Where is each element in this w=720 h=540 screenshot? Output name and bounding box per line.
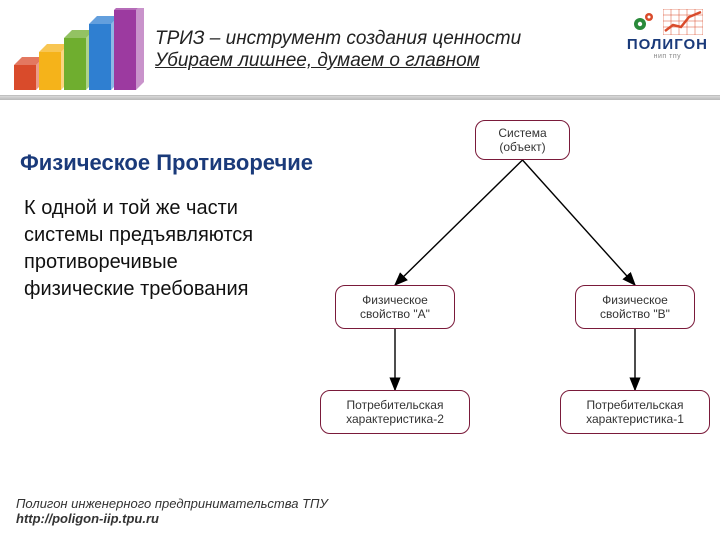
diagram: Система (объект) Физическое свойство "А" Ф… bbox=[280, 120, 710, 470]
footer: Полигон инженерного предпринимательства … bbox=[16, 496, 328, 526]
node-b: Физическое свойство "В" bbox=[575, 285, 695, 329]
node-c2: Потребительская характеристика-2 bbox=[320, 390, 470, 434]
logo-sub: нип тпу bbox=[627, 53, 708, 60]
logo-word: ПОЛИГОН bbox=[627, 36, 708, 53]
title-line2: Убираем лишнее, думаем о главном bbox=[155, 50, 521, 72]
grid-chart-icon bbox=[663, 9, 703, 35]
node-a: Физическое свойство "А" bbox=[335, 285, 455, 329]
node-c1: Потребительская характеристика-1 bbox=[560, 390, 710, 434]
header-divider bbox=[0, 95, 720, 100]
footer-line1: Полигон инженерного предпринимательства … bbox=[16, 496, 328, 511]
footer-line2: http://poligon-iip.tpu.ru bbox=[16, 511, 328, 526]
title-line1: ТРИЗ – инструмент создания ценности bbox=[155, 28, 521, 50]
bar-chart-logo bbox=[10, 8, 150, 93]
logo-icons bbox=[627, 8, 708, 36]
header: ТРИЗ – инструмент создания ценности Убир… bbox=[0, 0, 720, 100]
gears-icon bbox=[631, 9, 657, 35]
polygon-logo: ПОЛИГОН нип тпу bbox=[627, 8, 708, 60]
section-title: Физическое Противоречие bbox=[20, 150, 313, 176]
node-root: Система (объект) bbox=[475, 120, 570, 160]
body-text: К одной и той же части системы предъявля… bbox=[24, 195, 274, 303]
title-block: ТРИЗ – инструмент создания ценности Убир… bbox=[155, 28, 521, 72]
